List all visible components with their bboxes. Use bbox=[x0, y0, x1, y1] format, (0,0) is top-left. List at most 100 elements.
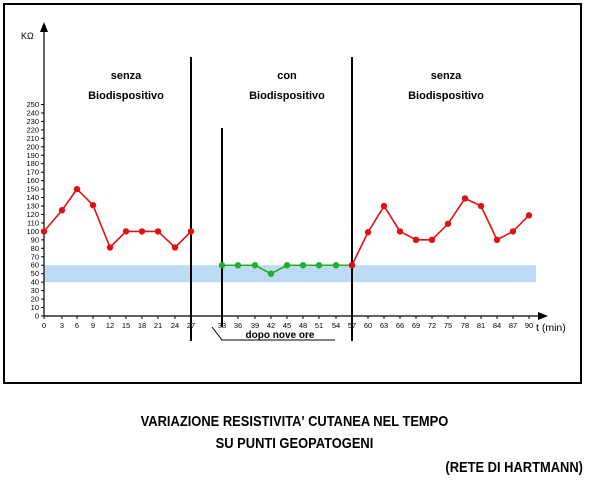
series-point bbox=[138, 228, 146, 235]
series-point bbox=[106, 244, 114, 251]
series-point bbox=[171, 244, 179, 251]
x-tick-label: 54 bbox=[332, 321, 340, 330]
series-point bbox=[412, 236, 420, 244]
y-axis-label: KΩ bbox=[21, 31, 34, 41]
x-tick-label: 48 bbox=[299, 321, 307, 330]
y-tick-label: 0 bbox=[35, 312, 39, 321]
x-tick-label: 21 bbox=[154, 321, 162, 330]
annotation-label: dopo nove ore bbox=[246, 330, 315, 341]
section-label-line1: con bbox=[277, 70, 297, 82]
y-tick-label: 140 bbox=[26, 193, 39, 202]
annotation-bracket bbox=[211, 326, 335, 341]
x-tick-label: 72 bbox=[428, 321, 436, 330]
x-tick-label: 81 bbox=[477, 321, 485, 330]
y-tick-label: 160 bbox=[26, 176, 39, 185]
y-tick-label: 20 bbox=[31, 295, 39, 304]
x-tick-label: 78 bbox=[461, 321, 469, 330]
series-point bbox=[525, 212, 533, 219]
x-tick-label: 84 bbox=[493, 321, 501, 330]
reference-band bbox=[44, 265, 536, 283]
y-axis-arrow bbox=[40, 22, 48, 32]
series-point bbox=[299, 262, 307, 269]
x-tick-label: 0 bbox=[42, 321, 46, 330]
y-tick-label: 100 bbox=[26, 227, 39, 236]
section-label-line2: Biodispositivo bbox=[408, 90, 484, 102]
series-point bbox=[73, 185, 81, 193]
series-point bbox=[493, 236, 501, 244]
x-tick-label: 33 bbox=[218, 321, 226, 330]
x-tick-label: 75 bbox=[444, 321, 452, 330]
section-label-line2: Biodispositivo bbox=[88, 90, 164, 102]
y-tick-label: 150 bbox=[26, 185, 39, 194]
y-tick-label: 60 bbox=[31, 261, 39, 270]
y-tick-label: 40 bbox=[31, 278, 39, 287]
x-tick-label: 51 bbox=[315, 321, 323, 330]
y-tick-label: 240 bbox=[26, 108, 39, 117]
series-point bbox=[89, 201, 97, 209]
x-tick-label: 57 bbox=[348, 321, 356, 330]
x-tick-label: 69 bbox=[412, 321, 420, 330]
x-axis-arrow bbox=[538, 312, 548, 320]
series-point bbox=[267, 270, 275, 277]
series-point bbox=[58, 207, 66, 214]
x-tick-label: 90 bbox=[525, 321, 533, 330]
series-line-3 bbox=[351, 197, 530, 266]
series-point bbox=[348, 262, 356, 269]
y-tick-label: 210 bbox=[26, 134, 39, 143]
series-point bbox=[461, 195, 469, 202]
series-point bbox=[332, 262, 340, 269]
x-tick-label: 3 bbox=[60, 321, 64, 330]
x-tick-label: 12 bbox=[106, 321, 114, 330]
series-point bbox=[251, 262, 259, 269]
y-tick-label: 180 bbox=[26, 159, 39, 168]
caption-title-line1: VARIAZIONE RESISTIVITA' CUTANEA NEL TEMP… bbox=[140, 413, 449, 430]
series-point bbox=[234, 262, 242, 269]
y-tick-label: 170 bbox=[26, 168, 39, 177]
x-tick-label: 27 bbox=[187, 321, 195, 330]
chart-frame: 0 10 20 30 40 50 60 70 80 90 100 110 120 130 140 150 160… bbox=[3, 3, 582, 384]
y-tick-label: 10 bbox=[31, 303, 39, 312]
y-tick-label: 50 bbox=[31, 269, 39, 278]
x-tick-label: 24 bbox=[171, 321, 179, 330]
series-point bbox=[509, 228, 517, 235]
series-point bbox=[477, 202, 485, 210]
x-tick-label: 45 bbox=[283, 321, 291, 330]
x-axis-label: t (min) bbox=[536, 322, 566, 334]
section-label-line1: senza bbox=[431, 70, 462, 82]
y-tick-label: 120 bbox=[26, 210, 39, 219]
series-point bbox=[428, 236, 436, 244]
x-tick-label: 18 bbox=[138, 321, 146, 330]
series-line-1 bbox=[43, 187, 192, 249]
x-tick-label: 9 bbox=[91, 321, 95, 330]
x-tick-label: 87 bbox=[509, 321, 517, 330]
x-tick-label: 15 bbox=[122, 321, 130, 330]
y-tick-label: 30 bbox=[31, 286, 39, 295]
caption-subtitle: (RETE DI HARTMANN) bbox=[445, 459, 583, 476]
y-tick-label: 90 bbox=[31, 235, 39, 244]
x-tick-label: 42 bbox=[267, 321, 275, 330]
x-tick-label: 36 bbox=[234, 321, 242, 330]
y-tick-label: 80 bbox=[31, 244, 39, 253]
caption-title-line2: SU PUNTI GEOPATOGENI bbox=[215, 435, 374, 452]
x-tick-label: 6 bbox=[75, 321, 79, 330]
x-tick-label: 39 bbox=[251, 321, 259, 330]
series-point bbox=[187, 228, 195, 235]
y-tick-label: 70 bbox=[31, 252, 39, 261]
y-tick-label: 220 bbox=[26, 125, 39, 134]
series-point bbox=[154, 228, 162, 235]
series-point bbox=[396, 228, 404, 235]
y-tick-label: 190 bbox=[26, 151, 39, 160]
series-point bbox=[40, 228, 48, 235]
resistivity-chart: 0102030405060708090100110120130140150160… bbox=[21, 22, 566, 341]
series-point bbox=[122, 228, 130, 235]
x-tick-label: 63 bbox=[380, 321, 388, 330]
y-tick-label: 200 bbox=[26, 142, 39, 151]
series-point bbox=[364, 229, 372, 236]
series-point bbox=[444, 220, 452, 227]
series-point bbox=[315, 262, 323, 269]
x-tick-label: 66 bbox=[396, 321, 404, 330]
section-label-line2: Biodispositivo bbox=[249, 90, 325, 102]
y-tick-label: 230 bbox=[26, 117, 39, 126]
x-tick-label: 60 bbox=[364, 321, 372, 330]
series-point bbox=[283, 262, 291, 269]
